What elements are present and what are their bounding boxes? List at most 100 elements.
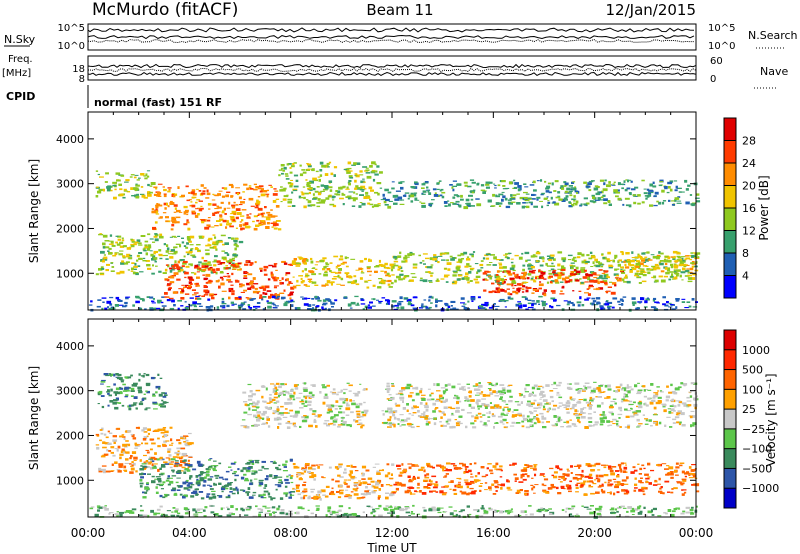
data-cell	[466, 277, 470, 281]
data-cell	[317, 490, 322, 494]
data-cell	[251, 472, 256, 475]
data-cell	[621, 252, 624, 256]
data-cell	[439, 252, 443, 256]
data-cell	[119, 391, 123, 393]
data-cell	[445, 388, 448, 391]
data-cell	[321, 199, 326, 202]
data-cell	[656, 267, 661, 270]
data-cell	[523, 271, 527, 274]
data-cell	[490, 472, 494, 475]
data-cell	[152, 395, 156, 397]
data-cell	[113, 441, 116, 444]
data-cell	[604, 179, 607, 182]
data-cell	[396, 418, 400, 420]
data-cell	[277, 476, 283, 478]
data-cell	[114, 304, 119, 307]
data-cell	[283, 466, 287, 468]
data-cell	[163, 461, 168, 464]
data-cell	[523, 281, 529, 283]
data-cell	[293, 258, 297, 261]
data-cell	[441, 195, 445, 199]
data-cell	[357, 391, 361, 394]
data-cell	[149, 250, 153, 252]
data-cell	[498, 263, 503, 266]
data-cell	[295, 284, 301, 287]
data-cell	[571, 198, 575, 201]
data-cell	[531, 198, 536, 200]
data-cell	[188, 192, 191, 194]
data-cell	[503, 281, 506, 284]
data-cell	[508, 252, 512, 254]
data-cell	[615, 420, 619, 423]
data-cell	[689, 415, 693, 419]
data-cell	[621, 187, 624, 190]
data-cell	[353, 482, 359, 484]
data-cell	[265, 226, 270, 229]
data-cell	[198, 208, 203, 212]
data-cell	[325, 283, 328, 285]
data-cell	[387, 283, 391, 286]
data-cell	[181, 284, 185, 286]
data-cell	[328, 186, 333, 189]
data-cell	[322, 304, 327, 306]
data-cell	[308, 495, 311, 499]
data-cell	[343, 388, 348, 391]
data-cell	[441, 191, 446, 194]
data-cell	[235, 204, 239, 206]
data-cell	[597, 396, 602, 398]
data-cell	[443, 391, 446, 395]
data-cell	[259, 190, 263, 193]
data-cell	[324, 265, 329, 267]
data-cell	[467, 205, 471, 207]
data-cell	[617, 182, 621, 186]
data-cell	[623, 466, 628, 470]
data-cell	[573, 199, 576, 202]
data-cell	[674, 270, 678, 273]
data-cell	[599, 263, 604, 266]
data-cell	[631, 257, 637, 259]
data-cell	[212, 467, 216, 471]
data-cell	[207, 267, 211, 271]
data-cell	[498, 285, 501, 287]
data-cell	[164, 494, 168, 498]
data-cell	[262, 212, 266, 215]
data-cell	[288, 300, 292, 303]
data-cell	[282, 463, 287, 466]
data-cell	[106, 471, 111, 473]
data-cell	[382, 413, 385, 416]
data-cell	[564, 477, 567, 480]
data-cell	[346, 404, 350, 407]
data-cell	[165, 479, 170, 482]
data-cell	[167, 205, 170, 208]
data-cell	[628, 400, 633, 403]
data-cell	[162, 272, 167, 274]
data-cell	[675, 462, 679, 465]
data-cell	[615, 386, 621, 389]
data-cell	[620, 270, 623, 272]
data-cell	[513, 179, 516, 182]
data-cell	[493, 183, 496, 185]
data-cell	[384, 410, 389, 413]
data-cell	[131, 384, 137, 387]
data-cell	[184, 293, 190, 295]
data-region	[392, 462, 700, 496]
data-cell	[430, 264, 434, 266]
data-cell	[423, 182, 428, 184]
data-cell	[396, 306, 400, 309]
data-cell	[225, 226, 228, 229]
data-cell	[684, 255, 689, 257]
data-cell	[253, 478, 258, 480]
data-cell	[359, 497, 364, 499]
data-cell	[433, 194, 439, 197]
data-cell	[653, 422, 657, 424]
data-cell	[440, 424, 445, 427]
data-cell	[228, 262, 231, 265]
data-cell	[527, 198, 532, 200]
data-cell	[133, 402, 138, 404]
data-cell	[149, 466, 154, 470]
data-cell	[350, 491, 354, 493]
data-cell	[334, 299, 338, 302]
data-cell	[112, 435, 117, 438]
data-cell	[155, 205, 159, 209]
data-cell	[624, 426, 629, 428]
